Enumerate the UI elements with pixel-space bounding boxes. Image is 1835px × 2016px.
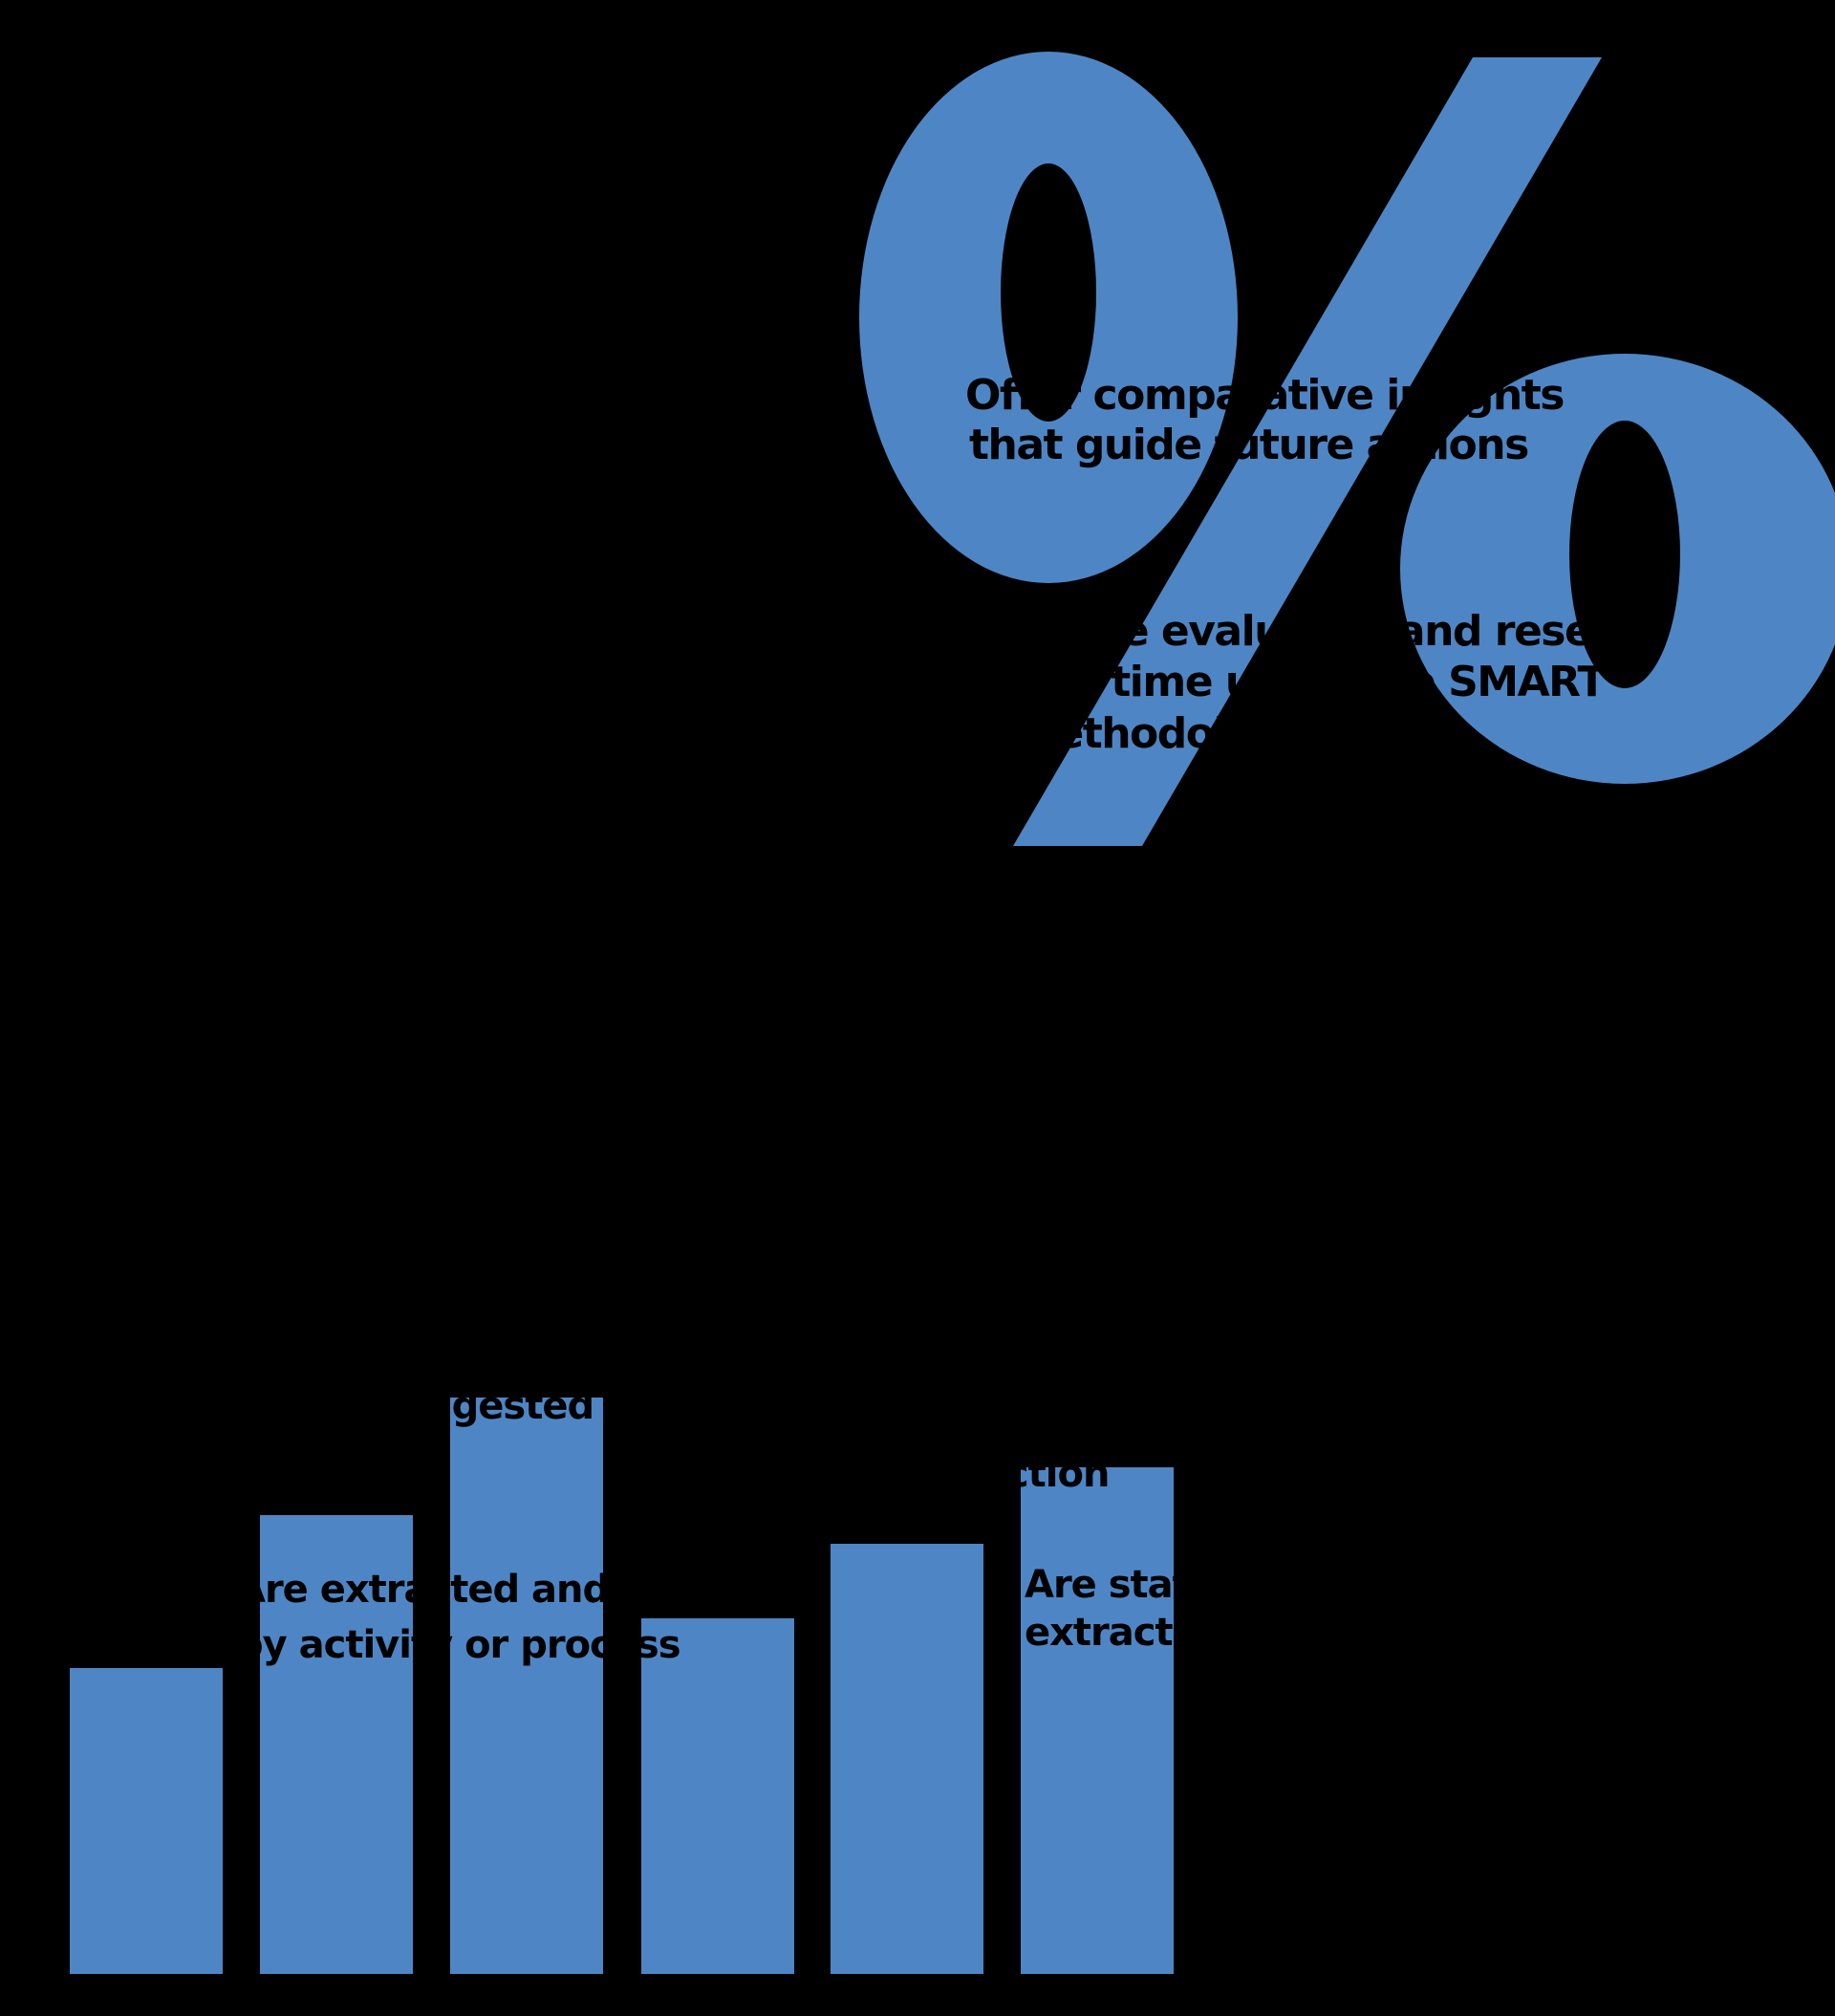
bar-4 xyxy=(641,1618,794,1974)
annotation-insights-line1: Offer comparative insights xyxy=(965,371,1565,420)
bar-2 xyxy=(260,1515,413,1974)
percent-ring-left xyxy=(859,52,1238,583)
annotation-extraction-line1: Are extracted and classified xyxy=(236,1568,816,1612)
bar-1 xyxy=(70,1668,223,1974)
percent-ring-right xyxy=(1400,354,1835,784)
annotation-statistics-line1: Are statistics xyxy=(1025,1563,1298,1607)
annotation-evaluation-line1: Are evaluated and reset xyxy=(1070,607,1611,656)
bar-6 xyxy=(1021,1467,1174,1974)
annotation-evaluation-line3: methodology xyxy=(1013,709,1310,758)
annotation-collection-line1: Improve data collection xyxy=(621,1452,1110,1496)
bar-3 xyxy=(450,1398,603,1974)
bar-5 xyxy=(831,1544,983,1974)
annotation-statistics-line2: extracted from data xyxy=(1025,1611,1440,1655)
annotation-insights-line2: that guide future actions xyxy=(969,421,1529,469)
annotation-evaluation-line2: in time using the SMART xyxy=(1056,658,1607,706)
annotation-suggested-line1: Are suggested xyxy=(293,1384,594,1428)
annotation-extraction-line2: by activity or process xyxy=(236,1623,681,1667)
percent-slash xyxy=(1013,57,1602,846)
